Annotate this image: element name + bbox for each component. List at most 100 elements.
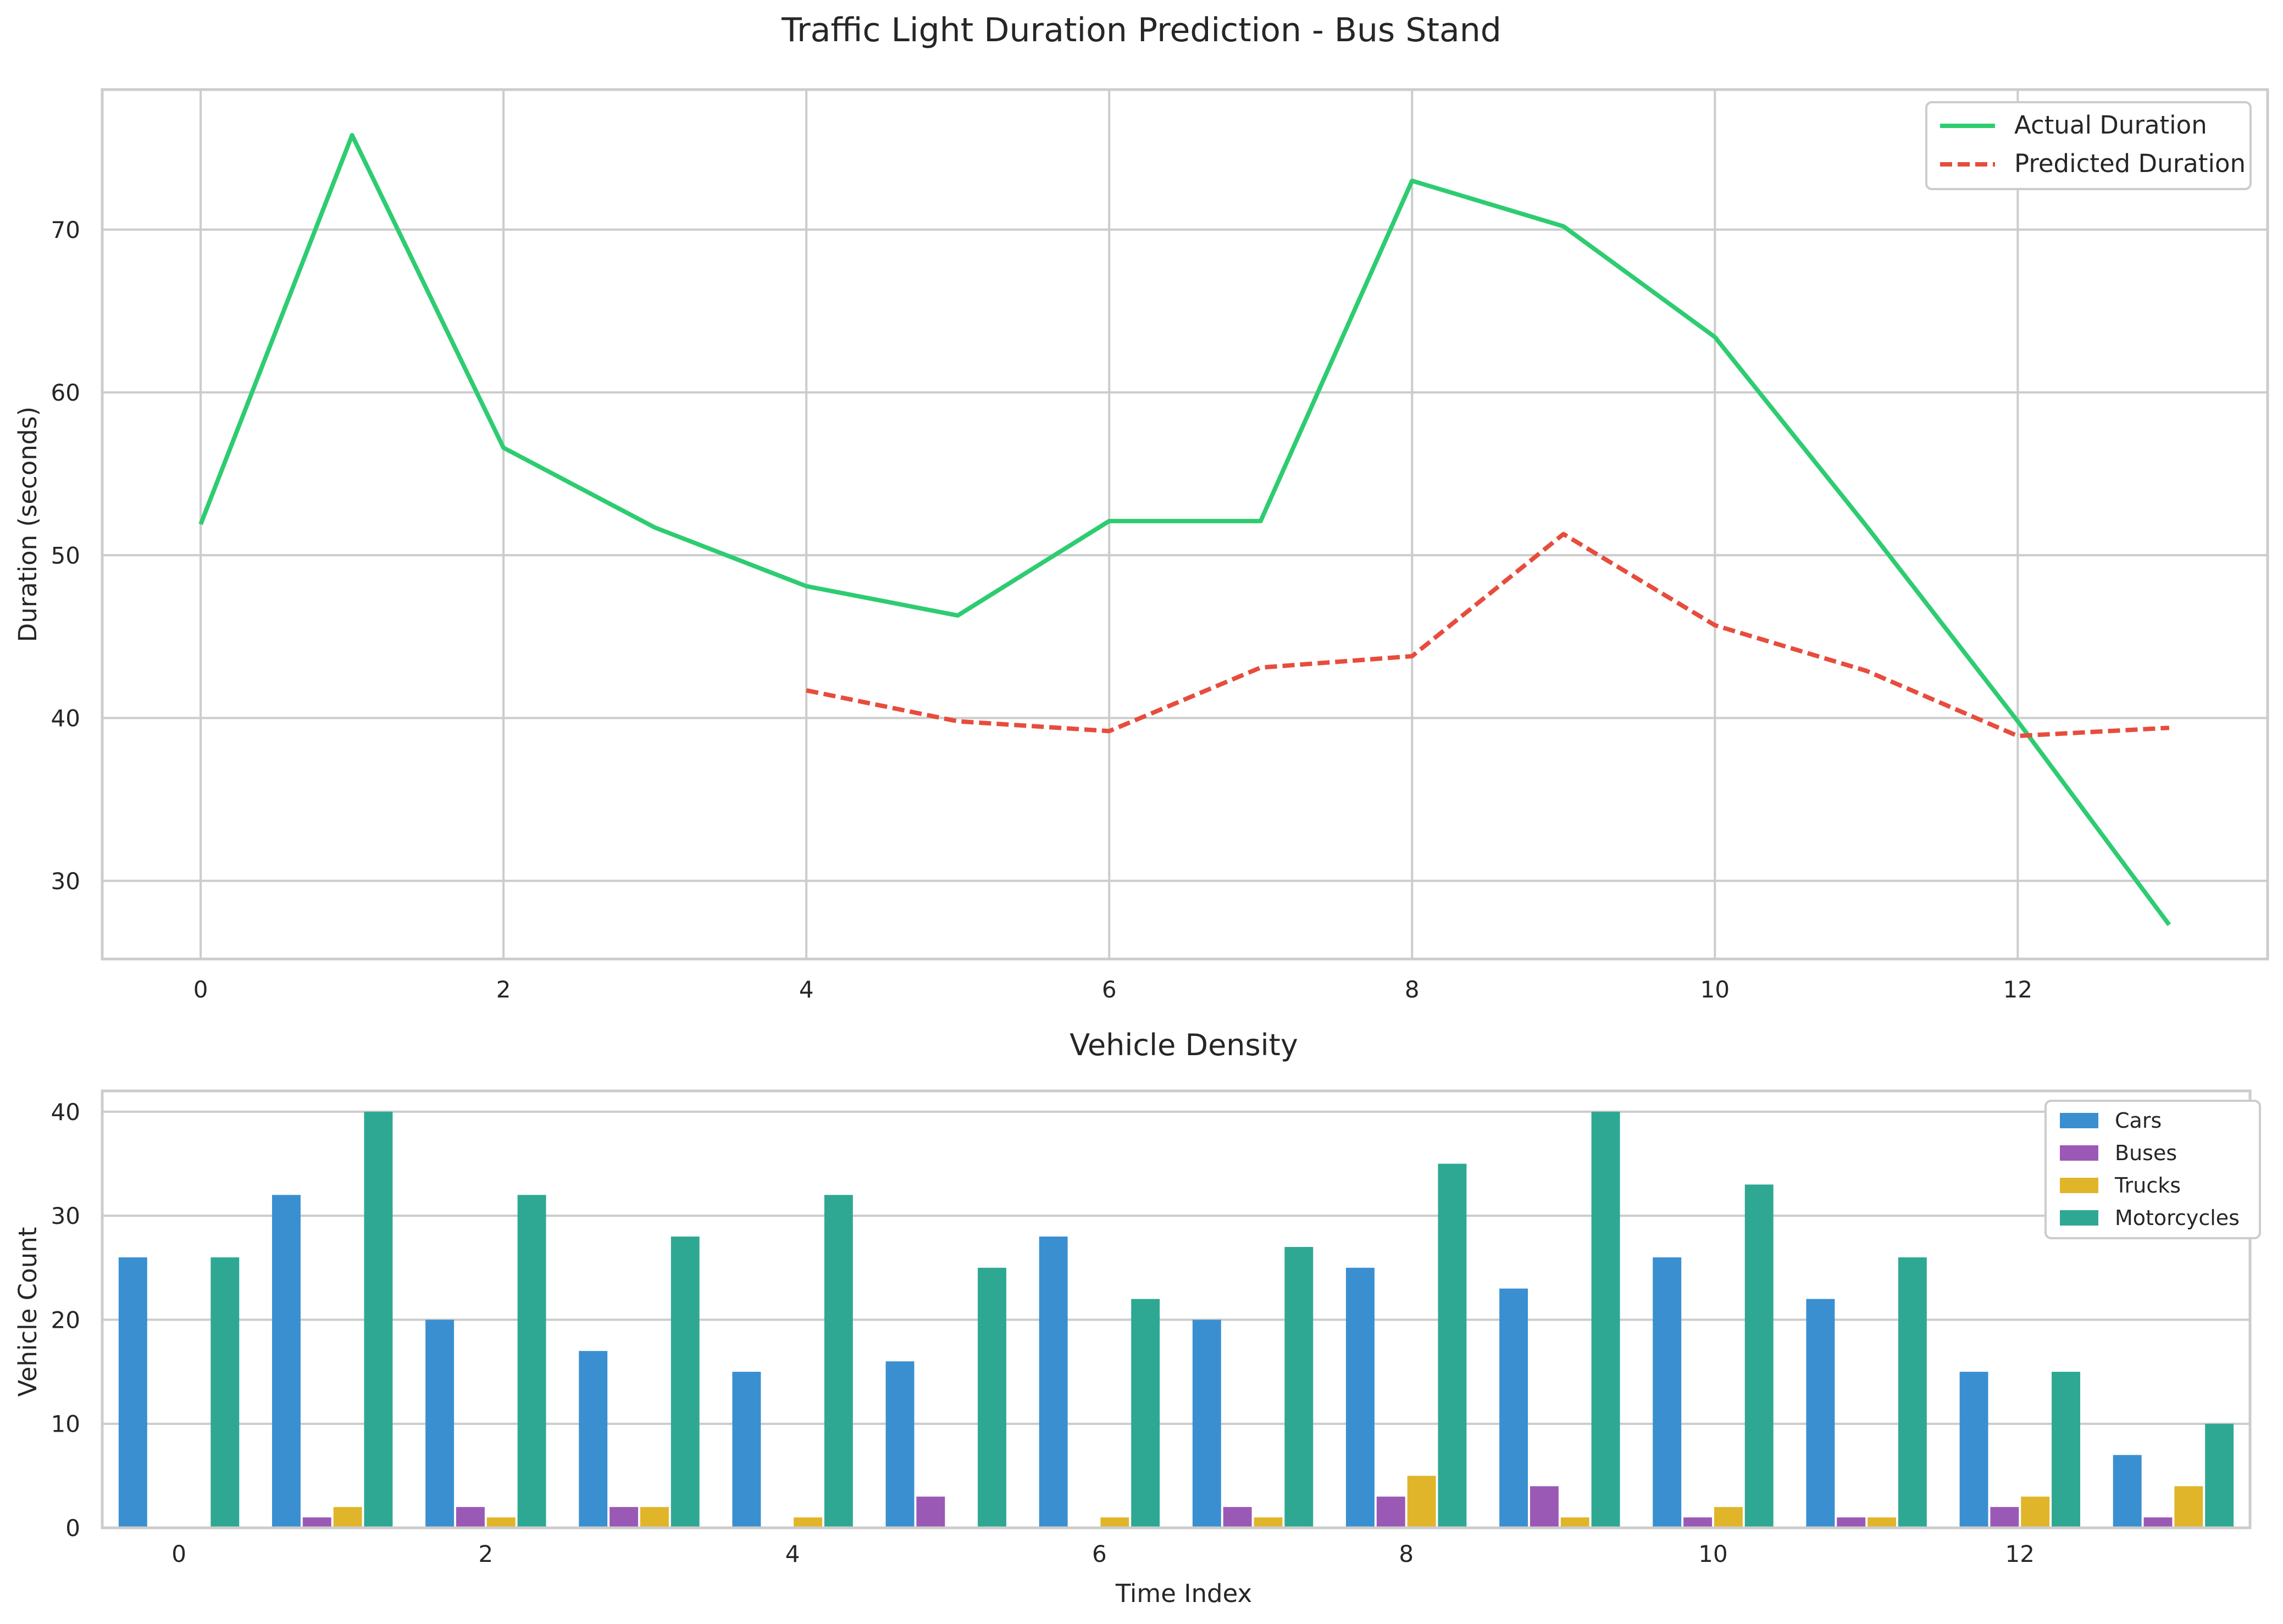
vehicle-legend-box bbox=[2044, 1100, 2261, 1239]
buses-bar bbox=[456, 1507, 485, 1528]
cars-bar bbox=[732, 1372, 761, 1528]
motorcycles-bar bbox=[364, 1111, 393, 1528]
vehicle-y-tick-label: 30 bbox=[51, 1202, 80, 1229]
trucks-bar bbox=[333, 1507, 362, 1528]
vehicle-x-tick-label: 12 bbox=[2005, 1540, 2035, 1567]
motorcycles-bar bbox=[210, 1257, 240, 1528]
vehicle-y-tick-label: 0 bbox=[65, 1515, 80, 1542]
cars-bar bbox=[425, 1320, 455, 1528]
cars-bar bbox=[118, 1257, 147, 1528]
legend-motorcycles-label: Motorcycles bbox=[2115, 1206, 2240, 1230]
vehicle-x-tick-label: 10 bbox=[1698, 1540, 1727, 1567]
vehicle-density-grid bbox=[102, 1110, 2250, 1425]
cars-bar bbox=[579, 1351, 608, 1528]
vehicle-y-tick-label: 20 bbox=[51, 1306, 80, 1333]
duration-x-tick-label: 2 bbox=[496, 976, 511, 1003]
legend-trucks-label: Trucks bbox=[2114, 1173, 2181, 1198]
legend-motorcycles-swatch bbox=[2060, 1210, 2098, 1226]
actual-duration-line bbox=[198, 132, 2171, 927]
motorcycles-bar bbox=[978, 1267, 1006, 1528]
trucks-bar bbox=[1407, 1476, 1436, 1528]
legend-trucks-swatch bbox=[2060, 1178, 2098, 1193]
buses-bar bbox=[1990, 1507, 2019, 1528]
vehicle-y-tick-label: 10 bbox=[51, 1411, 80, 1438]
duration-y-axis-label: Duration (seconds) bbox=[13, 407, 42, 642]
cars-bar bbox=[272, 1195, 301, 1528]
motorcycles-bar bbox=[1898, 1257, 1927, 1528]
vehicle-density-title: Vehicle Density bbox=[1070, 1028, 1298, 1062]
motorcycles-bar bbox=[2052, 1372, 2080, 1528]
cars-bar bbox=[885, 1361, 915, 1528]
motorcycles-bar bbox=[1438, 1163, 1467, 1528]
duration-x-tick-label: 4 bbox=[799, 976, 814, 1003]
motorcycles-bar bbox=[1591, 1111, 1620, 1528]
legend-cars-label: Cars bbox=[2115, 1108, 2162, 1133]
trucks-bar bbox=[640, 1507, 669, 1528]
duration-series bbox=[198, 132, 2171, 927]
buses-bar bbox=[916, 1496, 945, 1528]
vehicle-legend: Cars Buses Trucks Motorcycles bbox=[2044, 1100, 2261, 1239]
legend-actual-duration-label: Actual Duration bbox=[2014, 110, 2207, 140]
trucks-bar bbox=[486, 1517, 516, 1528]
trucks-bar bbox=[1100, 1517, 1129, 1528]
trucks-bar bbox=[1254, 1517, 1283, 1528]
cars-bar bbox=[1192, 1320, 1221, 1528]
legend-cars-swatch bbox=[2060, 1113, 2098, 1128]
buses-bar bbox=[1376, 1496, 1405, 1528]
trucks-bar bbox=[1714, 1507, 1743, 1528]
vehicle-density-x-axis-label: Time Index bbox=[1115, 1579, 1252, 1608]
duration-x-tick-label: 8 bbox=[1405, 976, 1420, 1003]
cars-bar bbox=[1653, 1257, 1682, 1528]
cars-bar bbox=[1499, 1288, 1528, 1528]
vehicle-density-tick-labels: 0 10 20 30 40 0 2 4 6 8 10 12 bbox=[51, 1099, 2035, 1567]
motorcycles-bar bbox=[2205, 1423, 2234, 1528]
buses-bar bbox=[2143, 1517, 2173, 1528]
motorcycles-bar bbox=[671, 1237, 700, 1528]
vehicle-density-bars bbox=[118, 1111, 2234, 1528]
motorcycles-bar bbox=[1744, 1184, 1774, 1528]
trucks-bar bbox=[2174, 1486, 2203, 1528]
duration-x-tick-label: 6 bbox=[1102, 976, 1117, 1003]
duration-plot-frame bbox=[101, 88, 2269, 961]
duration-legend-box bbox=[1925, 101, 2252, 190]
vehicle-x-tick-label: 8 bbox=[1399, 1540, 1414, 1567]
predicted-duration-line bbox=[806, 531, 2170, 739]
figure-title: Traffic Light Duration Prediction - Bus … bbox=[781, 11, 1501, 49]
legend-buses-swatch bbox=[2060, 1145, 2098, 1161]
buses-bar bbox=[1683, 1517, 1713, 1528]
duration-x-tick-label: 0 bbox=[193, 976, 208, 1003]
duration-y-tick-label: 40 bbox=[51, 705, 80, 732]
buses-bar bbox=[1837, 1517, 1866, 1528]
vehicle-x-tick-label: 0 bbox=[171, 1540, 186, 1567]
legend-buses-label: Buses bbox=[2115, 1141, 2177, 1165]
duration-chart: 0 2 4 6 8 10 12 30 40 50 60 70 Duration (seconds) A… bbox=[13, 88, 2269, 1003]
motorcycles-bar bbox=[824, 1195, 853, 1528]
vehicle-x-tick-label: 6 bbox=[1092, 1540, 1107, 1567]
buses-bar bbox=[1530, 1486, 1559, 1528]
cars-bar bbox=[1346, 1267, 1375, 1528]
trucks-bar bbox=[1560, 1517, 1589, 1528]
motorcycles-bar bbox=[1131, 1299, 1160, 1528]
cars-bar bbox=[1039, 1237, 1068, 1528]
buses-bar bbox=[1223, 1507, 1252, 1528]
cars-bar bbox=[1806, 1299, 1835, 1528]
vehicle-density-plot-frame bbox=[101, 1089, 2252, 1529]
buses-bar bbox=[302, 1517, 331, 1528]
duration-grid bbox=[102, 90, 2268, 959]
trucks-bar bbox=[794, 1517, 823, 1528]
trucks-bar bbox=[1868, 1517, 1897, 1528]
vehicle-x-tick-label: 2 bbox=[478, 1540, 493, 1567]
duration-legend: Actual Duration Predicted Duration bbox=[1925, 101, 2252, 190]
duration-y-tick-label: 60 bbox=[51, 379, 80, 406]
motorcycles-bar bbox=[517, 1195, 546, 1528]
buses-bar bbox=[609, 1507, 639, 1528]
duration-y-tick-label: 70 bbox=[51, 217, 80, 243]
duration-x-tick-label: 10 bbox=[1700, 976, 1730, 1003]
trucks-bar bbox=[2021, 1496, 2050, 1528]
duration-y-tick-label: 30 bbox=[51, 868, 80, 895]
motorcycles-bar bbox=[1284, 1246, 1314, 1528]
duration-tick-labels: 0 2 4 6 8 10 12 30 40 50 60 70 bbox=[51, 217, 2033, 1003]
vehicle-x-tick-label: 4 bbox=[785, 1540, 800, 1567]
vehicle-density-y-axis-label: Vehicle Count bbox=[13, 1227, 42, 1397]
